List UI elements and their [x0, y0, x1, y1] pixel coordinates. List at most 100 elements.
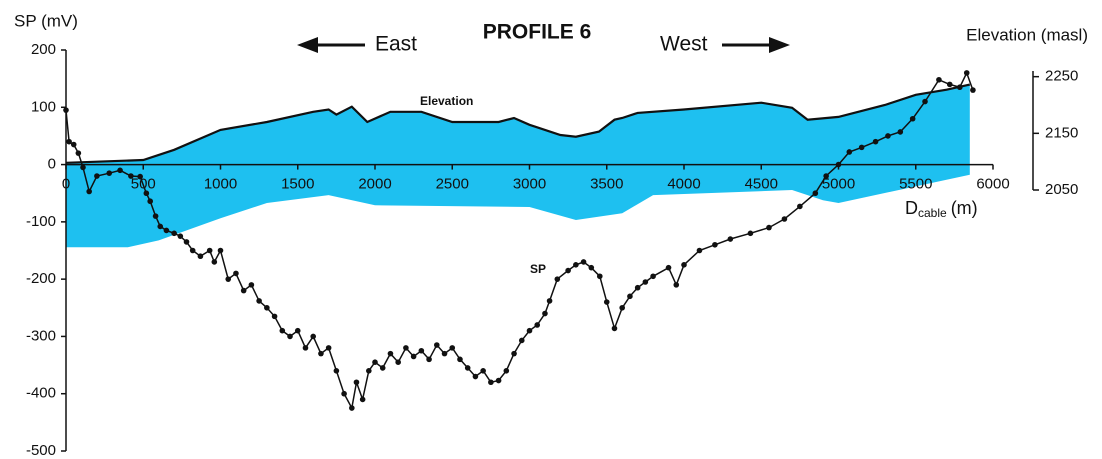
sp-point	[503, 368, 510, 374]
sp-point	[287, 333, 293, 340]
y-tick-label: -400	[26, 385, 56, 402]
sp-point	[580, 259, 587, 265]
sp-point	[488, 379, 494, 386]
sp-point	[797, 203, 803, 210]
sp-label: SP	[530, 262, 546, 276]
x-tick-label: 1500	[281, 176, 314, 193]
sp-point	[627, 293, 633, 300]
sp-point	[956, 84, 963, 91]
sp-point	[885, 133, 891, 139]
sp-point	[366, 368, 372, 374]
sp-point	[603, 299, 610, 305]
sp-point	[302, 345, 309, 351]
sp-point	[372, 359, 378, 366]
sp-point	[472, 373, 479, 380]
y-tick-label: 100	[31, 98, 56, 115]
elevation-label: Elevation	[420, 94, 473, 108]
y-tick-label: -500	[26, 442, 56, 459]
sp-point	[727, 236, 734, 242]
y-tick-label: -200	[26, 270, 56, 287]
sp-point	[177, 233, 184, 239]
sp-point	[183, 239, 190, 245]
sp-point	[379, 365, 386, 371]
sp-point	[673, 282, 680, 288]
x-tick-label: 2000	[358, 176, 391, 193]
sp-point	[457, 356, 463, 363]
sp-point	[534, 322, 541, 328]
sp-point	[970, 87, 976, 93]
sp-point	[233, 270, 239, 277]
sp-point	[248, 282, 255, 288]
sp-point	[353, 379, 360, 386]
sp-point	[665, 264, 672, 271]
sp-point	[63, 107, 69, 113]
sp-point	[211, 259, 218, 265]
sp-point	[546, 298, 553, 304]
sp-point	[70, 141, 77, 148]
sp-point	[279, 327, 286, 334]
sp-point	[206, 247, 213, 254]
x-tick-label: 4500	[745, 176, 778, 193]
sp-point	[812, 190, 819, 197]
elevation-area	[66, 84, 970, 248]
sp-point	[94, 173, 100, 179]
sp-point	[106, 170, 113, 176]
sp-point	[858, 144, 865, 151]
x-tick-label: 5500	[899, 176, 932, 193]
sp-point	[418, 347, 425, 354]
arrows	[297, 37, 790, 53]
sp-point	[542, 310, 548, 317]
sp-point	[157, 223, 164, 230]
sp-point	[650, 273, 656, 280]
sp-point	[449, 345, 456, 351]
sp-point	[747, 230, 754, 237]
sp-point	[480, 368, 486, 374]
x-tick-label: 6000	[976, 176, 1009, 193]
sp-point	[349, 405, 355, 411]
sp-point	[511, 350, 517, 357]
sp-point	[387, 350, 394, 357]
arrow-head	[769, 37, 790, 53]
y2-tick-label: 2050	[1045, 181, 1078, 198]
sp-point	[225, 276, 232, 282]
sp-point	[197, 253, 204, 260]
sp-point	[611, 325, 618, 332]
sp-point	[681, 262, 687, 268]
sp-point	[117, 167, 123, 174]
sp-point	[588, 264, 595, 271]
y-tick-label: 0	[48, 156, 56, 173]
sp-point	[341, 390, 347, 397]
x-tick-label: 3500	[590, 176, 623, 193]
x-tick-label: 5000	[822, 176, 855, 193]
sp-point	[410, 353, 417, 360]
sp-point	[642, 279, 649, 285]
y2-tick-label: 2150	[1045, 124, 1078, 141]
y-tick-label: -300	[26, 327, 56, 344]
sp-point	[573, 262, 579, 268]
sp-point	[495, 377, 502, 384]
sp-point	[403, 345, 409, 351]
sp-point	[80, 164, 86, 171]
sp-point	[294, 327, 301, 334]
sp-point	[596, 273, 603, 280]
sp-line	[65, 70, 974, 411]
sp-point	[189, 247, 196, 254]
sp-point	[271, 313, 278, 320]
sp-point	[359, 396, 366, 403]
sp-point	[909, 115, 916, 122]
direction-west: West	[660, 33, 708, 56]
x-tick-label: 2500	[436, 176, 469, 193]
sp-point	[147, 198, 154, 205]
sp-point	[426, 356, 432, 363]
sp-point	[464, 365, 471, 371]
sp-point	[310, 333, 317, 340]
sp-point	[434, 342, 440, 348]
sp-point	[696, 247, 703, 254]
x-label-main: D	[905, 198, 918, 218]
x-label-unit: (m)	[951, 198, 978, 218]
sp-point	[143, 190, 150, 197]
sp-point	[766, 224, 772, 231]
sp-point	[325, 345, 332, 351]
x-tick-label: 3000	[513, 176, 546, 193]
sp-point	[171, 230, 177, 237]
